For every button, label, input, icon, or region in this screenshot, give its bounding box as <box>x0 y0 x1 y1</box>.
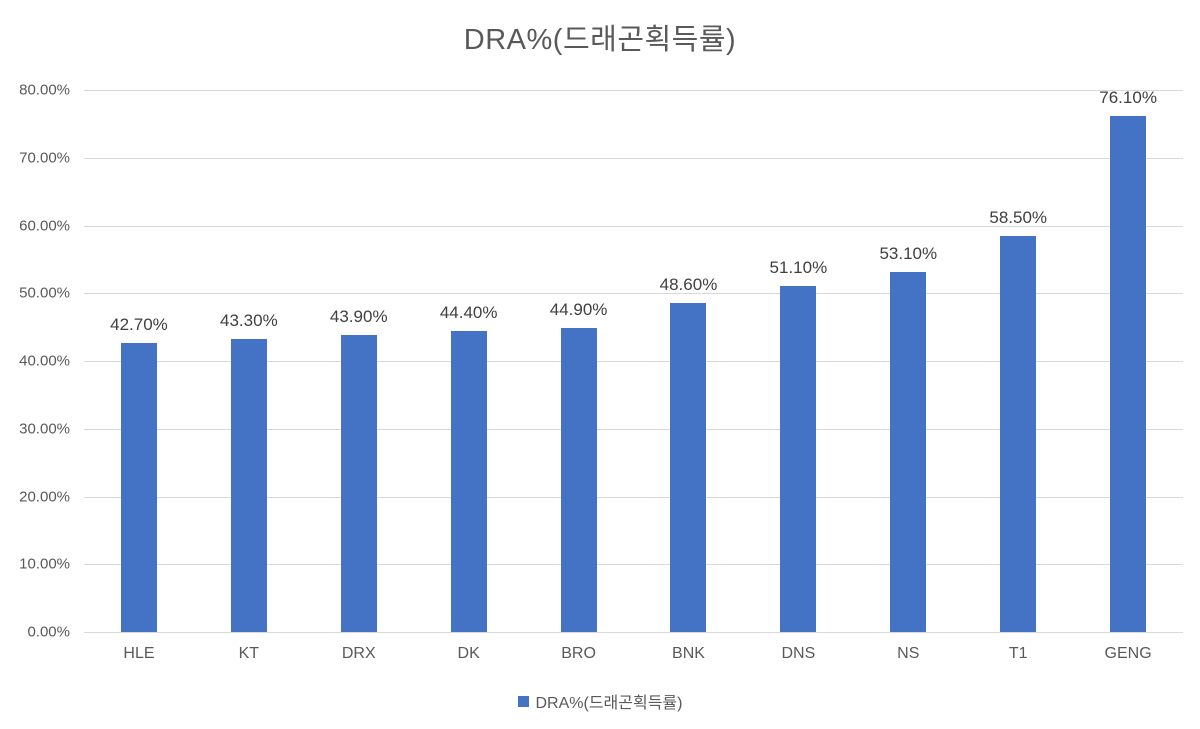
y-axis-tick-label: 60.00% <box>19 217 70 234</box>
x-axis-line <box>84 632 1183 633</box>
y-axis-tick-label: 30.00% <box>19 420 70 438</box>
x-axis-tick-label-hle: HLE <box>123 645 155 662</box>
x-axis-tick-label-t1: T1 <box>1008 645 1028 662</box>
bar-slot-bro: 44.90% <box>524 90 634 632</box>
bar-drx <box>340 334 377 632</box>
y-axis-tick-label: 40.00% <box>19 352 70 370</box>
bar-ns <box>890 272 927 632</box>
data-label-kt: 43.30% <box>220 310 278 330</box>
bar-kt <box>230 338 267 632</box>
y-axis-tick-label: 20.00% <box>19 488 70 505</box>
x-axis-tick-label-bro: BRO <box>561 645 596 662</box>
gridline <box>84 428 1183 430</box>
data-label-t1: 58.50% <box>989 207 1048 227</box>
bar-dk <box>450 331 487 632</box>
x-axis-tick-label-bnk: BNK <box>672 645 705 662</box>
bar-bro <box>560 327 597 632</box>
data-label-geng: 76.10% <box>1099 88 1157 108</box>
gridline <box>84 90 1183 91</box>
x-axis-tick-label-ns: NS <box>897 645 920 662</box>
y-axis-tick-label: 0.00% <box>27 623 70 641</box>
data-label-ns: 53.10% <box>879 244 938 264</box>
bar-slot-t1: 58.50% <box>963 90 1073 632</box>
bar-hle <box>120 342 157 632</box>
x-axis: HLE KT DRX DK BRO BNK DNS NS T1 GENG <box>84 645 1183 663</box>
gridline <box>84 361 1183 362</box>
gridline <box>84 157 1183 159</box>
data-label-dk: 44.40% <box>439 303 498 323</box>
data-label-bnk: 48.60% <box>659 274 718 294</box>
x-axis-tick-label-kt: KT <box>238 645 260 662</box>
y-axis-tick-label: 70.00% <box>19 149 70 167</box>
data-label-drx: 43.90% <box>329 306 388 326</box>
data-label-dns: 51.10% <box>769 257 828 277</box>
x-axis-tick-label-geng: GENG <box>1104 645 1152 662</box>
plot-area: 42.70% 43.30% 43.90% 44.40% 44.90% 48.60% 51.1… <box>84 88 1183 633</box>
x-axis-tick-label-dk: DK <box>457 645 480 662</box>
bar-t1 <box>1000 235 1037 632</box>
chart-title: DRA%(드래곤획득률) <box>463 24 737 56</box>
data-label-bro: 44.90% <box>549 299 608 319</box>
bar-slot-dk: 44.40% <box>414 90 524 632</box>
bar-geng <box>1110 116 1147 632</box>
bar-slots: 42.70% 43.30% 43.90% 44.40% 44.90% 48.60% 51.1… <box>84 88 1183 632</box>
gridline <box>84 225 1183 227</box>
gridline <box>84 564 1183 566</box>
y-axis-tick-label: 10.00% <box>19 555 70 573</box>
gridline <box>84 496 1183 498</box>
bar-slot-geng: 76.10% <box>1073 88 1183 632</box>
bar-slot-drx: 43.90% <box>304 90 414 632</box>
bar-slot-kt: 43.30% <box>194 90 304 632</box>
y-axis: 0.00% 10.00% 20.00% 30.00% 40.00% 50.00% 60.00… <box>0 82 70 641</box>
gridline <box>84 293 1183 295</box>
legend-label: DRA%(드래곤획득률) <box>535 695 683 712</box>
x-axis-tick-label-dns: DNS <box>781 645 816 662</box>
bar-slot-bnk: 48.60% <box>634 90 744 632</box>
bar-slot-dns: 51.10% <box>743 90 853 632</box>
legend: DRA%(드래곤획득률) <box>0 689 1200 713</box>
bar-slot-ns: 53.10% <box>853 90 963 632</box>
data-label-hle: 42.70% <box>110 314 168 334</box>
legend-swatch-icon <box>517 695 529 707</box>
x-axis-tick-label-drx: DRX <box>341 645 376 662</box>
bar-slot-hle: 42.70% <box>84 90 194 632</box>
bar-bnk <box>670 302 707 632</box>
y-axis-tick-label: 50.00% <box>19 284 70 302</box>
y-axis-tick-label: 80.00% <box>19 81 70 99</box>
bar-dns <box>780 285 817 632</box>
